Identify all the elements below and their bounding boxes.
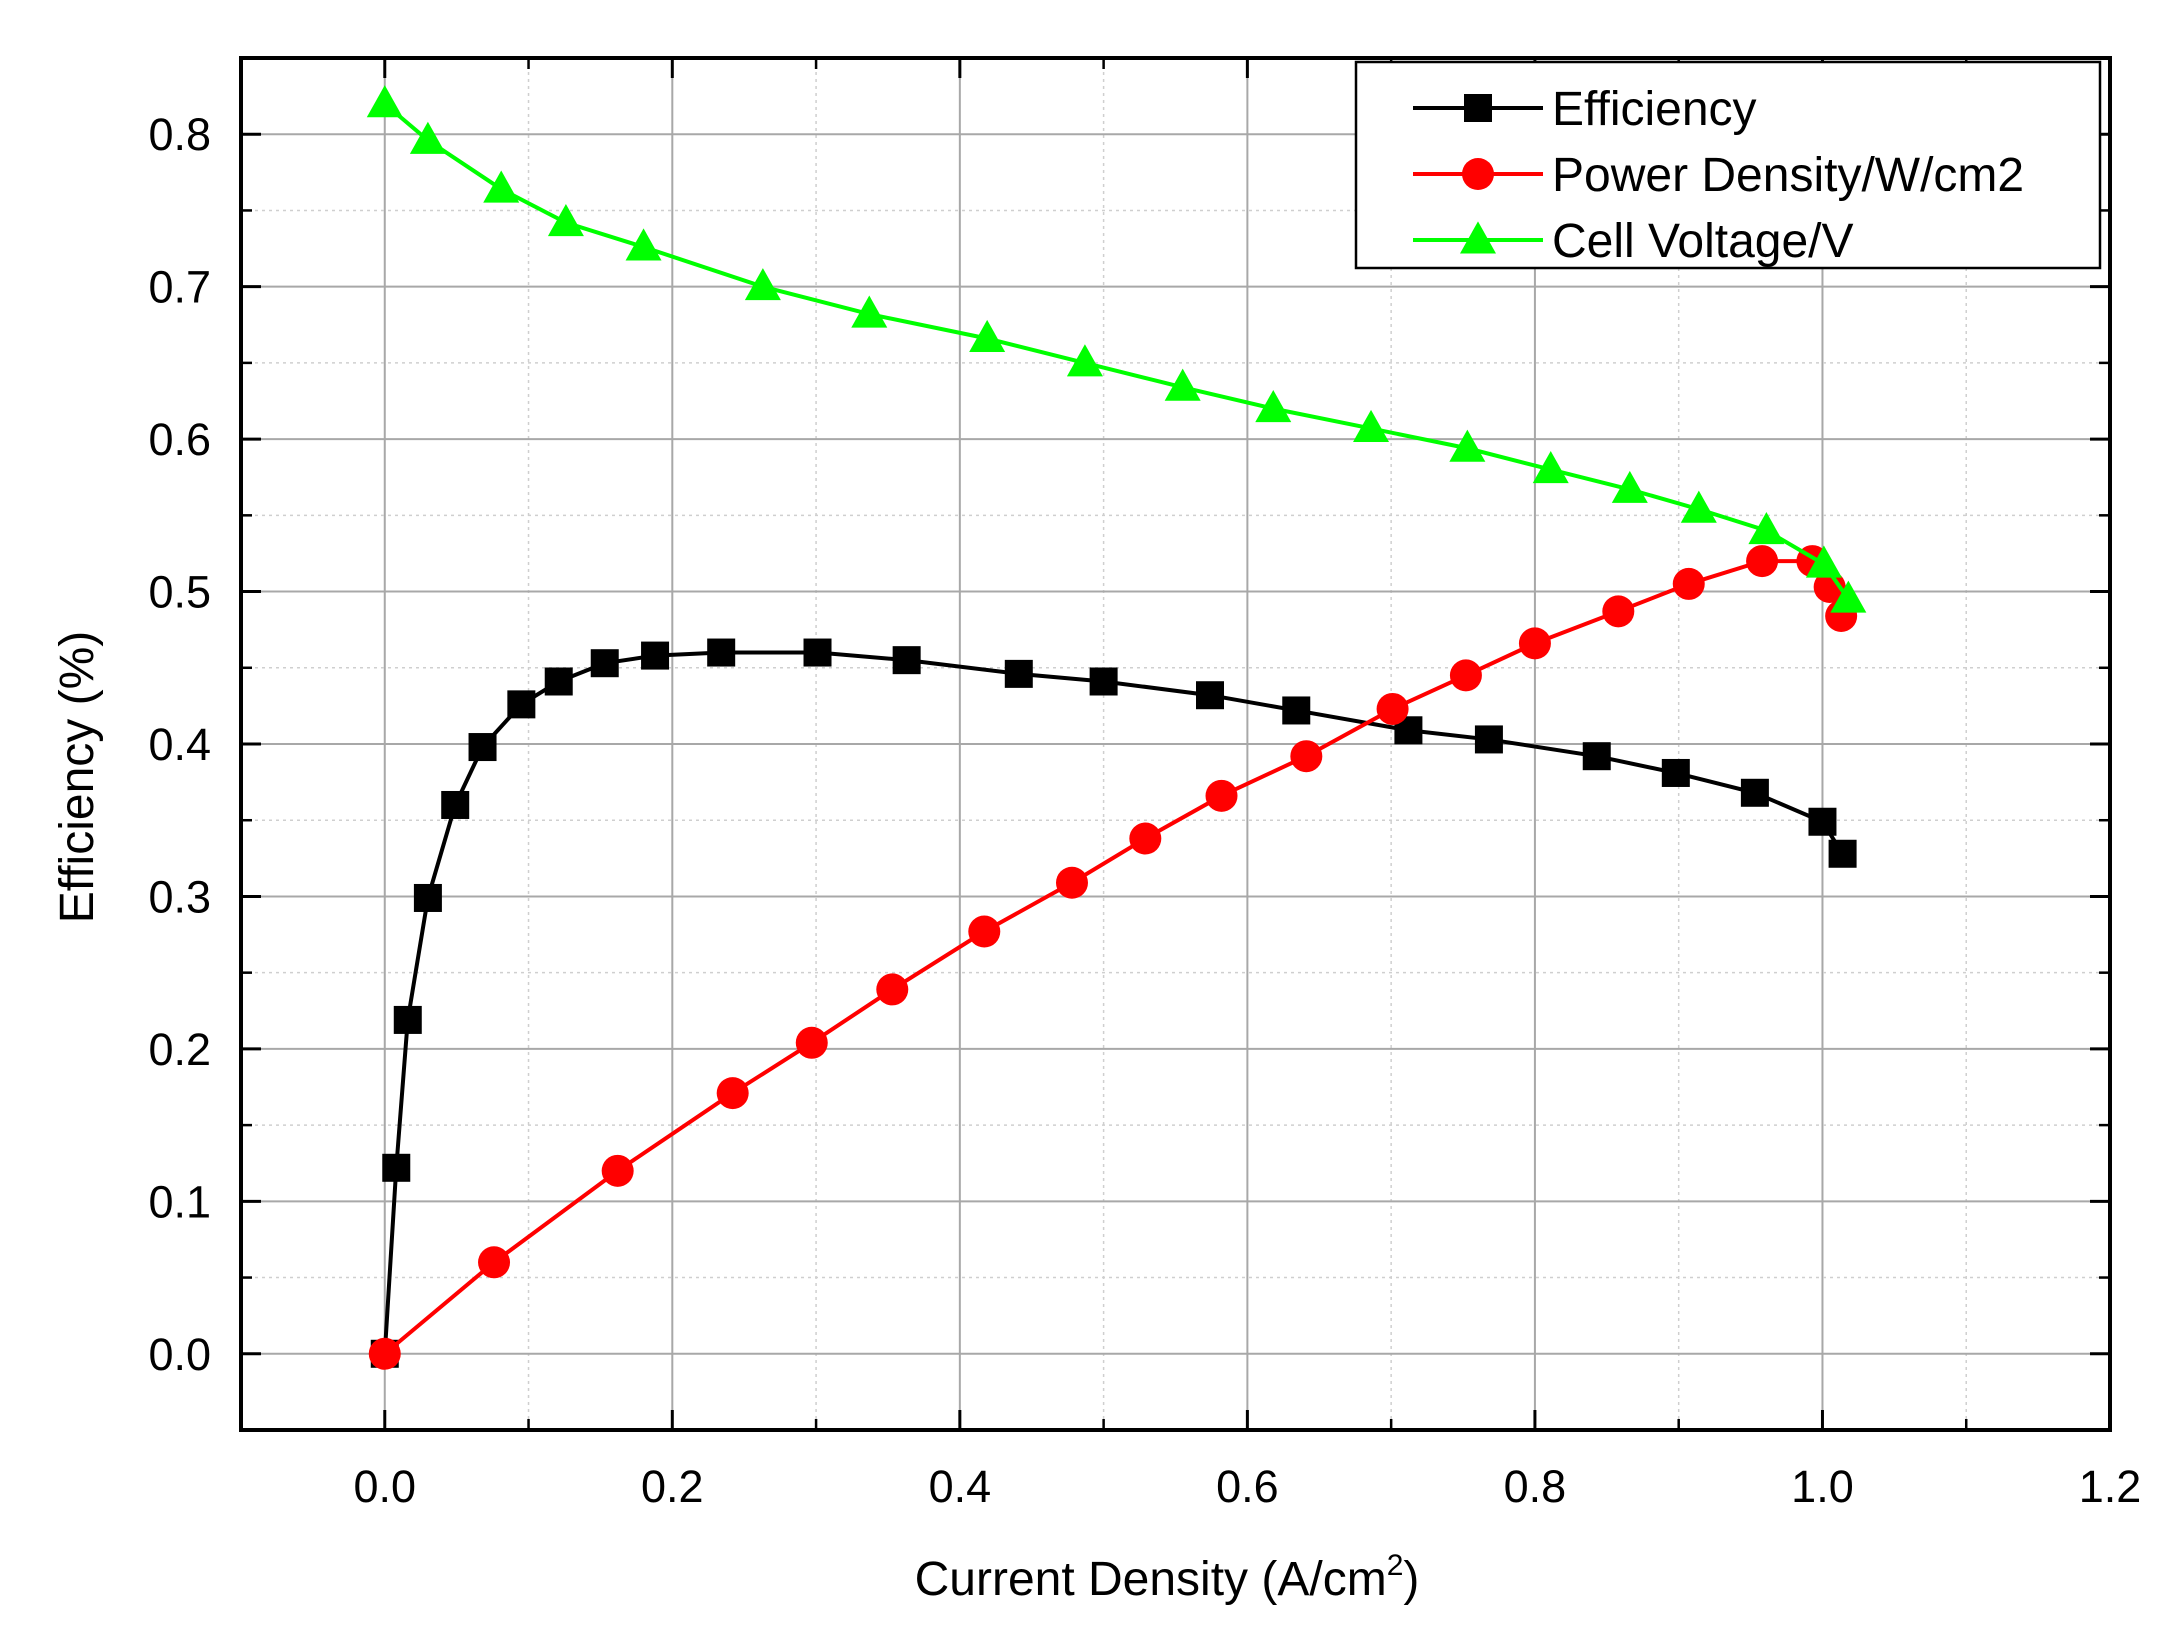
x-tick-label: 0.6 — [1216, 1461, 1279, 1512]
grid — [241, 58, 2110, 1430]
data-point — [409, 121, 446, 154]
data-point — [368, 1337, 401, 1370]
axis-ticks — [241, 58, 2112, 1430]
data-point — [601, 1154, 634, 1187]
data-point — [1066, 344, 1103, 377]
data-point — [478, 1246, 511, 1279]
y-tick-label: 0.8 — [148, 109, 211, 160]
data-point — [544, 667, 573, 696]
legend-marker — [1464, 94, 1492, 122]
data-point — [851, 295, 888, 328]
data-point — [1055, 866, 1088, 899]
data-point — [968, 915, 1001, 948]
data-point — [744, 268, 781, 301]
data-point — [1004, 659, 1033, 688]
data-point — [366, 85, 403, 118]
series-line — [382, 650, 1845, 1354]
data-point — [1740, 778, 1769, 807]
data-point — [1089, 667, 1118, 696]
x-tick-label: 1.2 — [2079, 1461, 2142, 1512]
data-point — [876, 973, 909, 1006]
data-point — [1672, 567, 1705, 600]
data-point — [1532, 451, 1569, 484]
data-point — [969, 319, 1006, 352]
data-point — [547, 204, 584, 237]
y-tick-label: 0.2 — [148, 1024, 211, 1075]
data-point — [1813, 570, 1846, 603]
data-point — [1290, 740, 1323, 773]
legend: Efficiency Power Density/W/cm2 Cell Voltag… — [1354, 60, 2102, 270]
data-point — [382, 1153, 411, 1182]
data-point — [1830, 580, 1867, 613]
y-tick-label: 0.7 — [148, 262, 211, 313]
data-point — [641, 641, 670, 670]
y-tick-label: 0.0 — [148, 1329, 211, 1380]
data-point — [1582, 742, 1611, 771]
data-point — [1205, 779, 1238, 812]
tick-labels: 0.0 0.2 0.4 0.6 0.8 1.0 1.2 0.0 0.1 0.2 0.3 0.4 0.5 0… — [148, 109, 2141, 1512]
data-point — [507, 690, 536, 719]
legend-entry: Cell Voltage/V — [1413, 215, 1854, 268]
y-tick-label: 0.1 — [148, 1176, 211, 1227]
data-point — [1746, 545, 1779, 578]
x-tick-label: 1.0 — [1791, 1461, 1854, 1512]
data-point — [1805, 545, 1842, 578]
legend-label: Cell Voltage/V — [1552, 215, 1854, 268]
data-point — [1680, 490, 1717, 523]
series-circle — [368, 545, 1858, 1370]
data-point — [590, 649, 619, 678]
data-point — [1353, 409, 1390, 442]
x-tick-label: 0.0 — [353, 1461, 416, 1512]
data-point — [625, 228, 662, 261]
data-point — [1748, 511, 1785, 545]
x-tick-label: 0.2 — [641, 1461, 704, 1512]
data-point — [795, 1026, 828, 1059]
x-tick-label: 0.8 — [1504, 1461, 1567, 1512]
data-point — [1661, 758, 1690, 787]
data-point — [413, 883, 442, 912]
data-point — [1474, 725, 1503, 754]
data-point — [1602, 595, 1635, 628]
y-tick-label: 0.4 — [148, 719, 211, 770]
data-point — [707, 638, 736, 667]
data-point — [1255, 390, 1292, 423]
data-point — [1611, 470, 1648, 503]
data-point — [1518, 627, 1551, 660]
series-layer — [366, 85, 1867, 1370]
data-point — [1376, 692, 1409, 725]
data-point — [1196, 681, 1225, 710]
y-tick-label: 0.5 — [148, 567, 211, 618]
data-point — [1828, 839, 1857, 868]
legend-label: Power Density/W/cm2 — [1552, 149, 2024, 202]
legend-entry: Efficiency — [1413, 83, 1757, 136]
data-point — [393, 1005, 422, 1034]
data-point — [1808, 807, 1837, 836]
y-tick-label: 0.3 — [148, 871, 211, 922]
data-point — [1164, 368, 1201, 401]
x-tick-label: 0.4 — [929, 1461, 992, 1512]
legend-marker — [1460, 221, 1496, 254]
data-point — [1282, 696, 1311, 725]
data-point — [1449, 429, 1486, 462]
legend-label: Efficiency — [1552, 83, 1757, 136]
series-triangle — [366, 85, 1867, 613]
data-point — [716, 1077, 749, 1110]
legend-marker — [1462, 158, 1494, 190]
y-tick-label: 0.6 — [148, 414, 211, 465]
series-square — [370, 638, 1857, 1368]
legend-entry: Power Density/W/cm2 — [1413, 149, 2024, 202]
data-point — [1449, 659, 1482, 692]
data-point — [468, 733, 497, 762]
x-axis-title: Current Density (A/cm2) — [915, 1549, 1420, 1606]
data-point — [892, 646, 921, 675]
data-point — [441, 790, 470, 819]
data-point — [483, 170, 520, 203]
y-axis-title: Efficiency (%) — [51, 631, 104, 924]
data-point — [803, 638, 832, 667]
data-point — [1129, 822, 1162, 855]
